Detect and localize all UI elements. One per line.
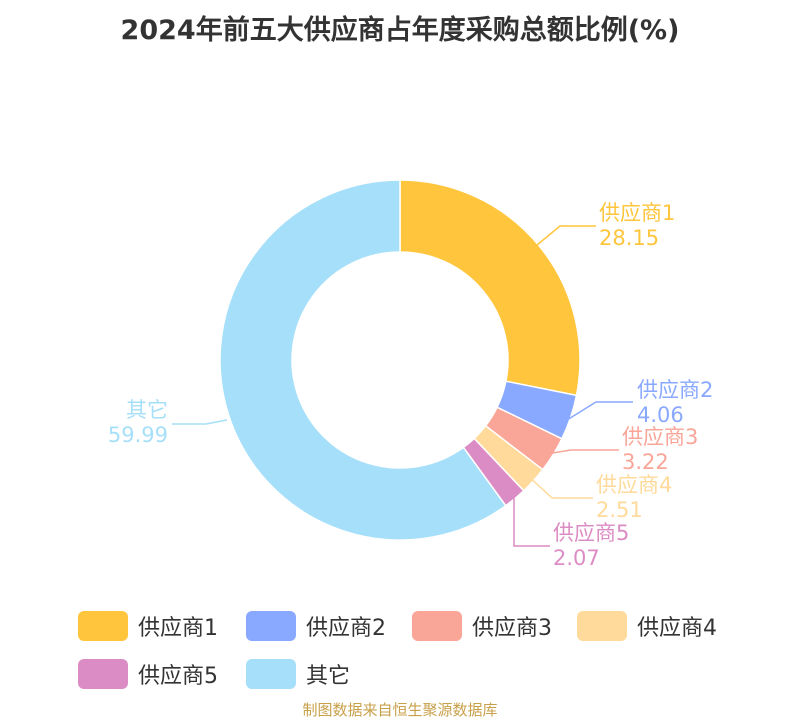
legend-item[interactable]: 供应商3 xyxy=(412,610,552,642)
legend-item[interactable]: 供应商5 xyxy=(78,658,218,690)
leader-line xyxy=(513,494,550,547)
slice-label-value: 4.06 xyxy=(637,403,684,427)
legend-swatch xyxy=(246,659,296,689)
slice-label-value: 28.15 xyxy=(599,226,659,250)
leader-line xyxy=(566,401,633,421)
legend-item[interactable]: 供应商1 xyxy=(78,610,218,642)
legend-label: 供应商3 xyxy=(472,616,552,641)
slice-label-name: 供应商2 xyxy=(637,378,713,402)
legend-label: 供应商4 xyxy=(637,616,717,641)
legend-item[interactable]: 供应商4 xyxy=(577,610,717,642)
legend-swatch xyxy=(577,611,627,641)
leader-line xyxy=(524,472,593,499)
legend-swatch xyxy=(246,611,296,641)
slice-label-name: 供应商4 xyxy=(596,473,672,497)
leader-line xyxy=(536,225,596,246)
slice-label-value: 59.99 xyxy=(108,423,168,447)
legend-swatch xyxy=(78,659,128,689)
chart-title: 2024年前五大供应商占年度采购总额比例(%) xyxy=(120,15,680,46)
legend-label: 供应商5 xyxy=(138,664,218,689)
legend-label: 供应商2 xyxy=(306,616,386,641)
slice-label-name: 供应商5 xyxy=(553,521,629,545)
source-footer: 制图数据来自恒生聚源数据库 xyxy=(302,701,498,719)
slice-label-name: 供应商3 xyxy=(622,425,698,449)
slice-label-name: 其它 xyxy=(126,398,168,422)
slice-label-value: 3.22 xyxy=(622,450,669,474)
slice-label-value: 2.07 xyxy=(553,546,600,570)
slice-label-name: 供应商1 xyxy=(599,201,675,225)
donut-slice[interactable] xyxy=(399,179,581,397)
slice-label-value: 2.51 xyxy=(596,498,643,522)
legend-item[interactable]: 其它 xyxy=(246,658,350,690)
legend-swatch xyxy=(412,611,462,641)
legend-swatch xyxy=(78,611,128,641)
donut-slice[interactable] xyxy=(219,179,507,541)
legend-label: 供应商1 xyxy=(138,616,218,641)
leader-line xyxy=(545,449,619,455)
leader-line xyxy=(172,419,228,425)
legend-label: 其它 xyxy=(306,664,351,689)
legend-item[interactable]: 供应商2 xyxy=(246,610,386,642)
